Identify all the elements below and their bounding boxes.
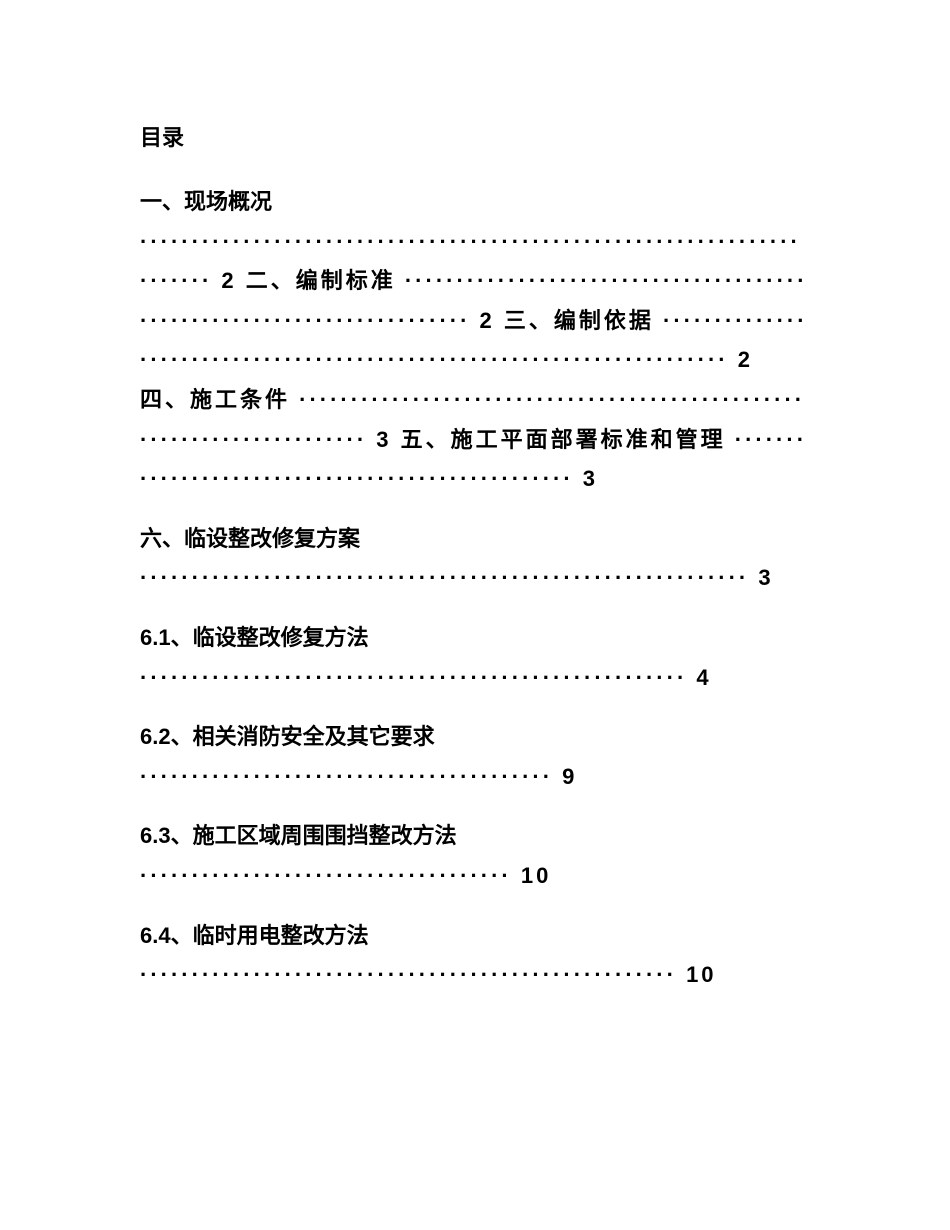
toc-heading: 6.2、相关消防安全及其它要求	[140, 724, 435, 749]
toc-heading: 六、临设整改修复方案	[140, 526, 360, 551]
toc-heading: 6.3、施工区域周围围挡整改方法	[140, 823, 457, 848]
toc-trailing: ········································…	[140, 962, 717, 987]
toc-trailing: ········································…	[140, 229, 808, 492]
toc-trailing: ········································…	[140, 665, 712, 690]
toc-entry-6-3: 6.3、施工区域周围围挡整改方法 ·······················…	[140, 816, 810, 895]
toc-trailing: ········································…	[140, 565, 774, 590]
toc-heading: 一、现场概况	[140, 189, 272, 214]
toc-entry-6: 六、临设整改修复方案 ·····························…	[140, 519, 810, 598]
toc-title: 目录	[140, 120, 810, 152]
toc-heading: 6.1、临设整改修复方法	[140, 625, 369, 650]
toc-entry-6-1: 6.1、临设整改修复方法 ···························…	[140, 618, 810, 697]
toc-entry-6-4: 6.4、临时用电整改方法 ···························…	[140, 916, 810, 995]
toc-entry-6-2: 6.2、相关消防安全及其它要求 ························…	[140, 717, 810, 796]
toc-trailing: ········································…	[140, 764, 577, 789]
toc-heading: 6.4、临时用电整改方法	[140, 923, 369, 948]
toc-entry-1: 一、现场概况 ·································…	[140, 182, 810, 499]
toc-trailing: ···································· 10	[140, 863, 551, 888]
